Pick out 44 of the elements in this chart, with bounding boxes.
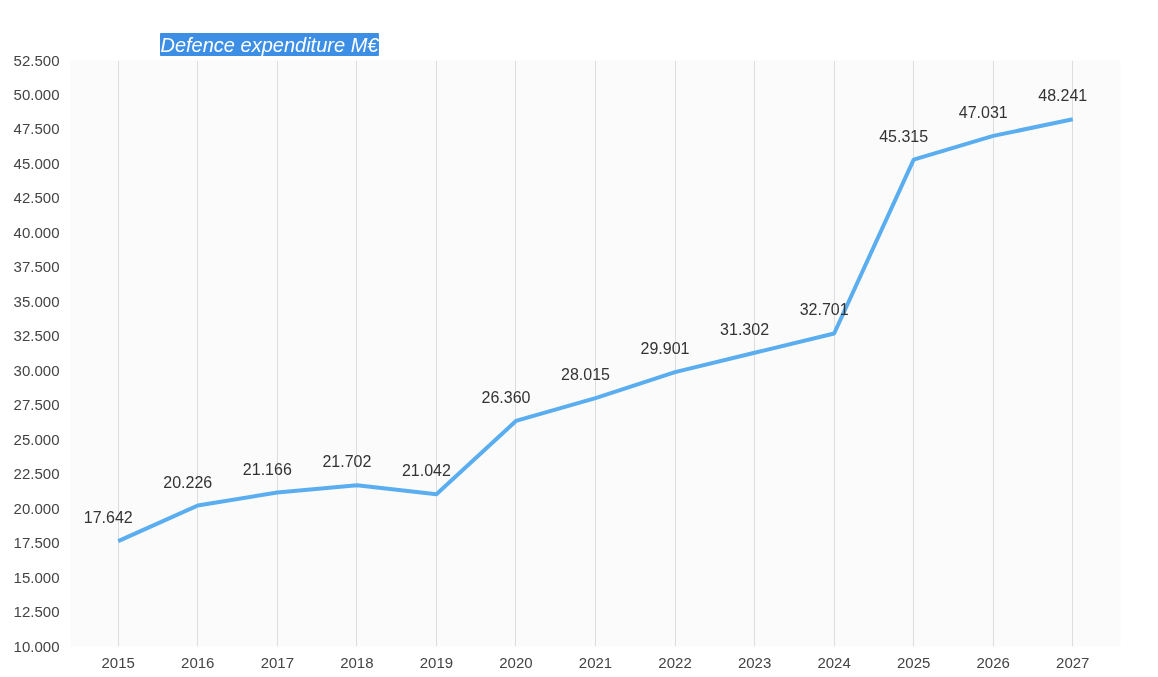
x-tick-label: 2024: [817, 653, 851, 671]
y-tick-label: 42.500: [13, 189, 60, 207]
y-tick-label: 27.500: [13, 396, 60, 414]
data-label: 48.241: [1038, 87, 1088, 105]
y-tick-label: 12.500: [13, 603, 60, 621]
x-tick-label: 2017: [260, 653, 295, 671]
data-label: 31.302: [720, 320, 770, 338]
y-tick-label: 10.000: [13, 637, 60, 655]
y-tick-label: 25.000: [13, 430, 60, 448]
chart-title: Defence expenditure M€: [160, 33, 380, 56]
y-tick-label: 40.000: [13, 223, 60, 241]
data-label: 20.226: [163, 473, 213, 491]
x-tick-label: 2019: [419, 653, 454, 671]
data-label: 17.642: [83, 509, 133, 527]
y-tick-label: 15.000: [13, 568, 60, 586]
x-tick-label: 2026: [976, 653, 1010, 671]
data-label: 26.360: [481, 388, 531, 406]
y-tick-label: 52.500: [13, 51, 60, 69]
y-tick-label: 45.000: [13, 154, 60, 172]
data-label: 21.042: [401, 462, 451, 480]
x-tick-label: 2020: [499, 653, 533, 671]
y-tick-label: 30.000: [13, 361, 60, 379]
data-label: 21.166: [242, 460, 292, 478]
data-label: 28.015: [561, 366, 611, 384]
data-label: 29.901: [640, 340, 690, 358]
x-tick-label: 2027: [1056, 653, 1090, 671]
y-tick-label: 22.500: [13, 465, 60, 483]
data-label: 21.702: [322, 453, 372, 471]
y-tick-label: 37.500: [13, 258, 60, 276]
x-tick-label: 2022: [658, 653, 692, 671]
data-label: 47.031: [958, 103, 1008, 121]
y-tick-label: 32.500: [13, 327, 60, 345]
x-tick-label: 2018: [340, 653, 374, 671]
y-tick-label: 50.000: [13, 85, 60, 103]
x-tick-label: 2021: [578, 653, 613, 671]
y-tick-label: 35.000: [13, 292, 60, 310]
x-tick-label: 2025: [897, 653, 931, 671]
y-tick-label: 20.000: [13, 499, 60, 517]
y-tick-label: 17.500: [13, 534, 60, 552]
data-label: 45.315: [879, 127, 929, 145]
y-tick-label: 47.500: [13, 120, 60, 138]
x-tick-label: 2015: [101, 653, 135, 671]
x-tick-label: 2023: [737, 653, 772, 671]
x-tick-label: 2016: [181, 653, 215, 671]
